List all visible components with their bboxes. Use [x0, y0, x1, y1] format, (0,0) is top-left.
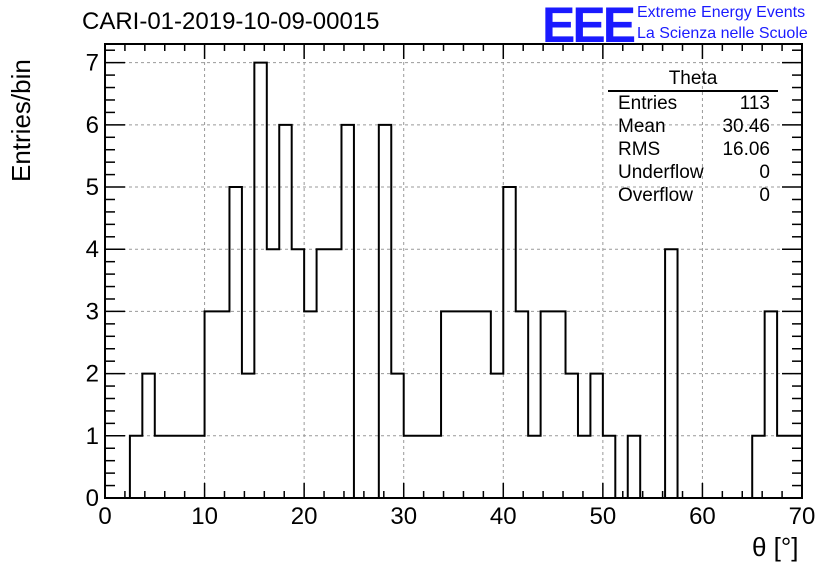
x-tick-label: 50: [590, 503, 617, 530]
stats-label: RMS: [618, 139, 661, 160]
stats-label: Entries: [618, 93, 678, 114]
axis-tick-labels: 0 10 20 30 40 50 60 70 0 1 2 3 4 5 6 7: [86, 50, 816, 530]
y-tick-label: 0: [86, 485, 99, 512]
axis-ticks: [104, 44, 803, 499]
histogram-step-line: [105, 61, 802, 499]
stats-row-mean: Mean 30.46: [608, 115, 778, 138]
y-tick-label: 4: [86, 236, 99, 263]
stats-value: 16.06: [722, 139, 770, 160]
stats-value: 0: [759, 162, 770, 183]
stats-title: Theta: [608, 68, 778, 92]
y-tick-label: 1: [86, 423, 99, 450]
y-tick-label: 2: [86, 361, 99, 388]
x-tick-label: 10: [191, 503, 218, 530]
eee-logo: EEE: [542, 0, 636, 53]
stats-value: 0: [759, 185, 770, 206]
stats-row-underflow: Underflow 0: [608, 161, 778, 184]
stats-value: 113: [739, 93, 770, 114]
x-tick-label: 60: [689, 503, 716, 530]
y-tick-label: 6: [86, 112, 99, 139]
x-tick-label: 40: [490, 503, 517, 530]
stats-value: 30.46: [722, 116, 770, 137]
y-tick-label: 3: [86, 298, 99, 325]
logo-tagline-2: La Scienza nelle Scuole: [637, 25, 808, 42]
x-axis-label: θ [°]: [752, 532, 799, 562]
stats-box: Theta Entries 113 Mean 30.46 RMS 16.06 U…: [608, 68, 778, 207]
plot-frame: [104, 43, 803, 499]
y-axis-label: Entries/bin: [6, 59, 36, 182]
x-tick-label: 0: [98, 503, 111, 530]
stats-label: Mean: [618, 116, 666, 137]
x-tick-label: 20: [291, 503, 318, 530]
y-tick-label: 5: [86, 174, 99, 201]
stats-row-rms: RMS 16.06: [608, 138, 778, 161]
stats-label: Underflow: [618, 162, 704, 183]
stats-row-entries: Entries 113: [608, 92, 778, 115]
stats-label: Overflow: [618, 185, 693, 206]
x-tick-label: 70: [789, 503, 816, 530]
logo-tagline-1: Extreme Energy Events: [637, 4, 806, 21]
y-tick-label: 7: [86, 50, 99, 77]
stats-row-overflow: Overflow 0: [608, 184, 778, 207]
chart-title: CARI-01-2019-10-09-00015: [82, 8, 380, 35]
x-tick-label: 30: [390, 503, 417, 530]
